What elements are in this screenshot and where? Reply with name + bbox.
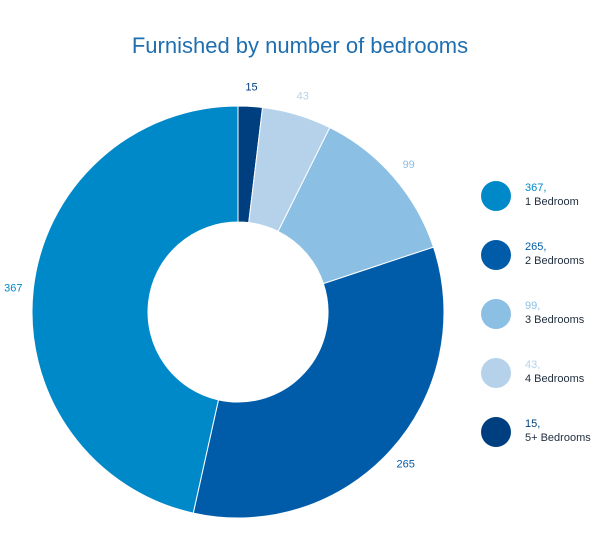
- slice-labels: 15 43 99 265 367: [4, 81, 415, 470]
- legend-swatch: [481, 240, 511, 270]
- donut-slice: [192, 246, 445, 519]
- slice-value-label: 99: [403, 159, 415, 171]
- donut-slices: [31, 105, 445, 519]
- chart-title: Furnished by number of bedrooms: [132, 33, 468, 58]
- slice-value-label: 43: [297, 90, 309, 102]
- legend-swatch: [481, 417, 511, 447]
- slice-value-label: 15: [245, 81, 257, 93]
- legend-label: 5+ Bedrooms: [525, 432, 591, 444]
- legend-value: 15,: [525, 418, 540, 430]
- legend-value: 265,: [525, 241, 546, 253]
- legend-swatch: [481, 181, 511, 211]
- slice-value-label: 265: [397, 458, 415, 470]
- legend-swatch: [481, 358, 511, 388]
- legend: 367, 1 Bedroom 265, 2 Bedrooms 99, 3 Bedrooms…: [481, 181, 591, 447]
- slice-value-label: 367: [4, 282, 22, 294]
- donut-slice: [277, 126, 435, 285]
- legend-value: 367,: [525, 182, 546, 194]
- legend-value: 43,: [525, 359, 540, 371]
- legend-label: 1 Bedroom: [525, 196, 579, 208]
- legend-label: 3 Bedrooms: [525, 314, 585, 326]
- legend-swatch: [481, 299, 511, 329]
- legend-label: 4 Bedrooms: [525, 373, 585, 385]
- donut-slice: [31, 105, 239, 514]
- legend-label: 2 Bedrooms: [525, 255, 585, 267]
- legend-value: 99,: [525, 300, 540, 312]
